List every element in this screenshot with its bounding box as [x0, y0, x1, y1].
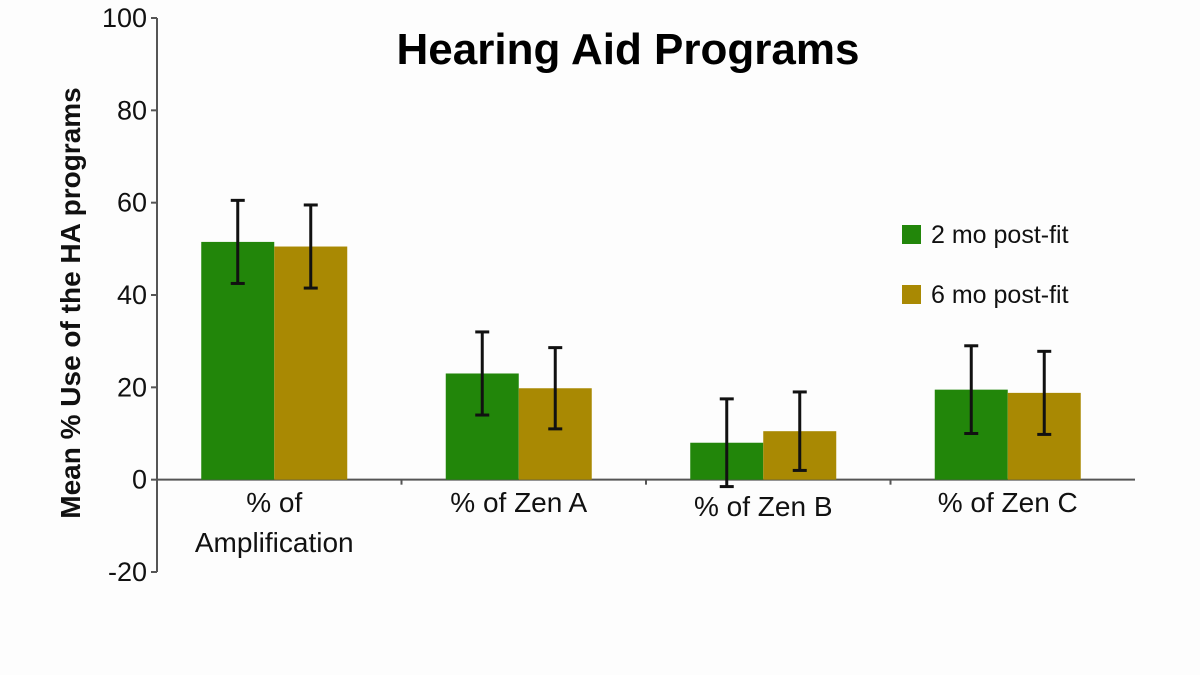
- y-tick-label: 20: [117, 372, 147, 402]
- legend-swatch: [902, 225, 921, 244]
- plot-area: -20 0 20 40 60 80 100 % of Amplification % of Zen…: [102, 3, 1135, 587]
- category-label: % of Zen C: [938, 487, 1078, 518]
- y-tick-label: 80: [117, 95, 147, 125]
- category-label: % of Zen B: [694, 491, 833, 522]
- y-tick-label: 60: [117, 188, 147, 218]
- legend-label: 6 mo post-fit: [931, 281, 1069, 309]
- legend-label: 2 mo post-fit: [931, 221, 1069, 249]
- category-label: % of Zen A: [450, 487, 587, 518]
- legend-swatch: [902, 285, 921, 304]
- y-tick-label: -20: [108, 557, 147, 587]
- category-label: % of: [246, 487, 302, 518]
- chart-title: Hearing Aid Programs: [397, 25, 860, 74]
- y-tick-label: 40: [117, 280, 147, 310]
- y-tick-label: 0: [132, 465, 147, 495]
- y-axis-label: Mean % Use of the HA programs: [55, 87, 86, 518]
- category-label: Amplification: [195, 527, 354, 558]
- y-tick-label: 100: [102, 3, 147, 33]
